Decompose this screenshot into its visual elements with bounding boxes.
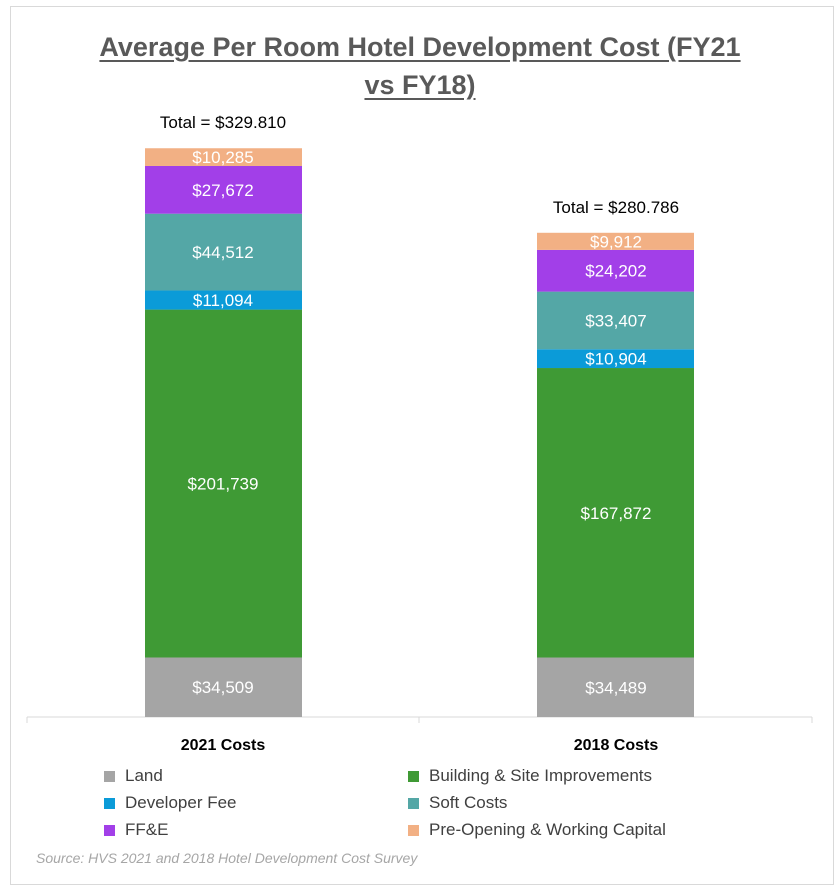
bar-developer-fee-2021-costs xyxy=(145,290,302,310)
data-label-ff-e-2021-costs: $27,672 xyxy=(192,181,253,200)
legend-item-building-site-improvements: Building & Site Improvements xyxy=(408,766,652,786)
legend-label: FF&E xyxy=(125,820,169,839)
bar-land-2021-costs xyxy=(145,657,302,717)
chart-title: Average Per Room Hotel Development Cost … xyxy=(0,28,840,104)
category-label-2021-costs: 2021 Costs xyxy=(181,737,266,754)
chart-title-line-2: vs FY18) xyxy=(364,70,476,100)
legend-item-land: Land xyxy=(104,766,163,786)
legend-swatch xyxy=(408,824,419,836)
bar-ff-e-2021-costs xyxy=(145,165,302,214)
bar-building-site-improvements-2018-costs xyxy=(537,368,694,658)
legend-item-ff-e: FF&E xyxy=(104,820,168,840)
data-label-developer-fee-2018-costs: $10,904 xyxy=(585,350,646,369)
data-label-building-site-improvements-2018-costs: $167,872 xyxy=(581,504,652,523)
legend-label: Developer Fee xyxy=(125,793,237,812)
data-label-pre-opening-working-capital-2021-costs: $10,285 xyxy=(192,148,253,167)
legend-item-soft-costs: Soft Costs xyxy=(408,793,507,813)
legend-label: Land xyxy=(125,766,163,785)
data-label-ff-e-2018-costs: $24,202 xyxy=(585,262,646,281)
legend-swatch xyxy=(104,797,115,809)
bar-developer-fee-2018-costs xyxy=(537,349,694,369)
bar-soft-costs-2018-costs xyxy=(537,291,694,350)
data-label-land-2021-costs: $34,509 xyxy=(192,678,253,697)
total-label-2021-costs: Total = $329.810 xyxy=(160,113,286,132)
bar-land-2018-costs xyxy=(537,657,694,717)
data-label-soft-costs-2021-costs: $44,512 xyxy=(192,243,253,262)
bar-ff-e-2018-costs xyxy=(537,249,694,292)
legend-swatch xyxy=(104,824,115,836)
total-label-2018-costs: Total = $280.786 xyxy=(553,198,679,217)
bar-pre-opening-working-capital-2018-costs xyxy=(537,232,694,250)
source-note: Source: HVS 2021 and 2018 Hotel Developm… xyxy=(36,850,418,866)
category-label-2018-costs: 2018 Costs xyxy=(574,737,659,754)
legend-swatch xyxy=(408,797,419,809)
legend-item-developer-fee: Developer Fee xyxy=(104,793,237,813)
bar-soft-costs-2021-costs xyxy=(145,213,302,291)
legend-item-pre-opening-working-capital: Pre-Opening & Working Capital xyxy=(408,820,666,840)
legend-swatch xyxy=(408,770,419,782)
chart-title-line-1: Average Per Room Hotel Development Cost … xyxy=(99,32,741,62)
bar-pre-opening-working-capital-2021-costs xyxy=(145,148,302,166)
data-label-land-2018-costs: $34,489 xyxy=(585,678,646,697)
bar-building-site-improvements-2021-costs xyxy=(145,309,302,658)
legend-swatch xyxy=(104,770,115,782)
data-label-pre-opening-working-capital-2018-costs: $9,912 xyxy=(590,232,642,251)
legend-label: Soft Costs xyxy=(429,793,508,812)
data-label-developer-fee-2021-costs: $11,094 xyxy=(193,291,253,310)
legend-label: Building & Site Improvements xyxy=(429,766,652,785)
legend-label: Pre-Opening & Working Capital xyxy=(429,820,666,839)
data-label-soft-costs-2018-costs: $33,407 xyxy=(585,311,646,330)
data-label-building-site-improvements-2021-costs: $201,739 xyxy=(188,475,259,494)
